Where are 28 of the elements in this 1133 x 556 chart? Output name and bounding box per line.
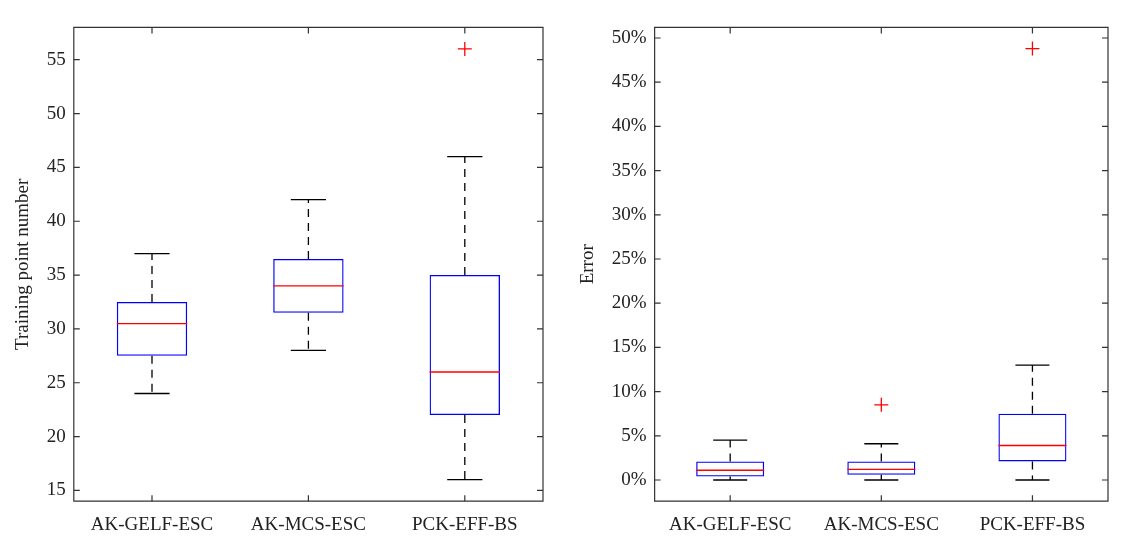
y-tick-label: 15% [611,335,647,357]
x-tick-label: PCK-EFF-BS [412,512,518,534]
x-tick-label: AK-GELF-ESC [668,512,792,534]
y-tick-label: 40 [46,209,66,231]
y-tick-label: 25 [46,370,66,392]
x-tick-label: AK-MCS-ESC [823,512,939,534]
y-tick-label: 15 [46,478,66,500]
y-tick-label: 50% [611,25,647,47]
y-tick-label: 10% [611,379,647,401]
y-tick-label: 40% [611,114,647,136]
x-tick-label: AK-MCS-ESC [250,512,366,534]
y-tick-label: 30% [611,202,647,224]
y-axis-title: Error [576,243,598,285]
y-tick-label: 5% [621,423,647,445]
y-tick-label: 35% [611,158,647,180]
x-tick-label: AK-GELF-ESC [90,512,214,534]
y-tick-label: 55 [46,47,66,69]
y-axis-title: Training point number [11,177,33,350]
y-tick-label: 45% [611,70,647,92]
x-tick-label: PCK-EFF-BS [979,512,1086,534]
y-tick-label: 45 [46,155,66,177]
y-tick-label: 25% [611,246,647,268]
y-tick-label: 50 [46,101,66,123]
y-tick-label: 20% [611,291,647,313]
y-tick-label: 35 [46,263,66,285]
y-tick-label: 0% [621,467,647,489]
y-tick-label: 20 [46,424,66,446]
y-tick-label: 30 [46,316,66,338]
